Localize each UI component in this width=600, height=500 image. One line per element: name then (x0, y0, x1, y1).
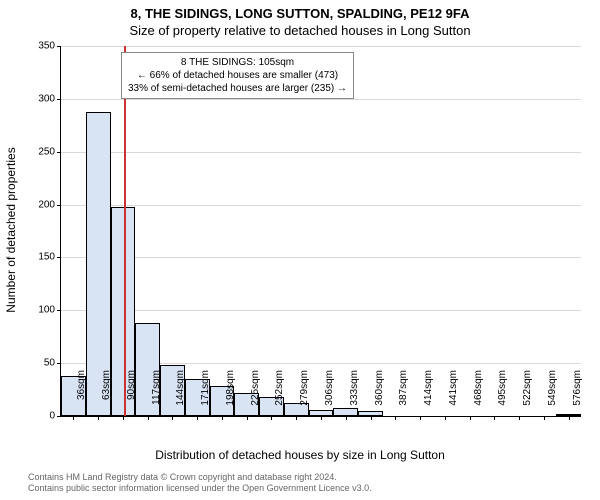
footer-line2: Contains public sector information licen… (28, 483, 372, 494)
ytick-label: 100 (15, 305, 55, 316)
xtick-label: 576sqm (572, 370, 583, 420)
xtick-mark (420, 416, 421, 420)
xtick-label: 117sqm (151, 370, 162, 420)
xtick-mark (98, 416, 99, 420)
gridline (61, 46, 581, 47)
xtick-label: 414sqm (423, 370, 434, 420)
xtick-mark (172, 416, 173, 420)
chart-container: 8, THE SIDINGS, LONG SUTTON, SPALDING, P… (0, 0, 600, 500)
xtick-label: 279sqm (299, 370, 310, 420)
xtick-mark (271, 416, 272, 420)
xtick-label: 441sqm (448, 370, 459, 420)
ytick-label: 0 (15, 411, 55, 422)
chart-title-address: 8, THE SIDINGS, LONG SUTTON, SPALDING, P… (0, 0, 600, 21)
xtick-mark (148, 416, 149, 420)
gridline (61, 152, 581, 153)
xtick-label: 549sqm (547, 370, 558, 420)
xtick-label: 333sqm (349, 370, 360, 420)
xtick-label: 252sqm (274, 370, 285, 420)
xtick-mark (519, 416, 520, 420)
xtick-label: 306sqm (324, 370, 335, 420)
footer-attribution: Contains HM Land Registry data © Crown c… (28, 472, 372, 495)
ytick-mark (57, 99, 61, 100)
plot-area: 8 THE SIDINGS: 105sqm ← 66% of detached … (60, 46, 581, 417)
xtick-label: 63sqm (101, 370, 112, 420)
ytick-mark (57, 46, 61, 47)
xtick-label: 171sqm (200, 370, 211, 420)
xtick-label: 387sqm (398, 370, 409, 420)
y-axis-label: Number of detached properties (4, 147, 18, 312)
gridline (61, 205, 581, 206)
xtick-mark (494, 416, 495, 420)
xtick-mark (346, 416, 347, 420)
xtick-label: 495sqm (497, 370, 508, 420)
xtick-mark (73, 416, 74, 420)
xtick-mark (197, 416, 198, 420)
ytick-mark (57, 205, 61, 206)
xtick-mark (544, 416, 545, 420)
xtick-mark (569, 416, 570, 420)
xtick-label: 225sqm (250, 370, 261, 420)
xtick-label: 360sqm (374, 370, 385, 420)
xtick-label: 468sqm (473, 370, 484, 420)
ytick-mark (57, 416, 61, 417)
xtick-mark (222, 416, 223, 420)
xtick-label: 522sqm (522, 370, 533, 420)
ytick-label: 350 (15, 41, 55, 52)
ytick-mark (57, 310, 61, 311)
footer-line1: Contains HM Land Registry data © Crown c… (28, 472, 372, 483)
ytick-label: 250 (15, 146, 55, 157)
ytick-mark (57, 363, 61, 364)
ytick-mark (57, 257, 61, 258)
xtick-mark (395, 416, 396, 420)
annotation-box: 8 THE SIDINGS: 105sqm ← 66% of detached … (121, 52, 354, 99)
annotation-line3: 33% of semi-detached houses are larger (… (128, 82, 347, 95)
annotation-line2: ← 66% of detached houses are smaller (47… (128, 69, 347, 82)
annotation-line1: 8 THE SIDINGS: 105sqm (128, 56, 347, 69)
xtick-label: 36sqm (76, 370, 87, 420)
ytick-label: 300 (15, 93, 55, 104)
xtick-mark (296, 416, 297, 420)
xtick-mark (470, 416, 471, 420)
ytick-label: 50 (15, 358, 55, 369)
xtick-label: 198sqm (225, 370, 236, 420)
xtick-mark (371, 416, 372, 420)
xtick-mark (123, 416, 124, 420)
xtick-mark (247, 416, 248, 420)
x-axis-label: Distribution of detached houses by size … (0, 448, 600, 462)
xtick-mark (445, 416, 446, 420)
gridline (61, 310, 581, 311)
xtick-label: 144sqm (175, 370, 186, 420)
ytick-mark (57, 152, 61, 153)
chart-subtitle: Size of property relative to detached ho… (0, 21, 600, 38)
xtick-mark (321, 416, 322, 420)
gridline (61, 257, 581, 258)
reference-line (124, 46, 126, 416)
xtick-label: 90sqm (126, 370, 137, 420)
ytick-label: 200 (15, 199, 55, 210)
ytick-label: 150 (15, 252, 55, 263)
